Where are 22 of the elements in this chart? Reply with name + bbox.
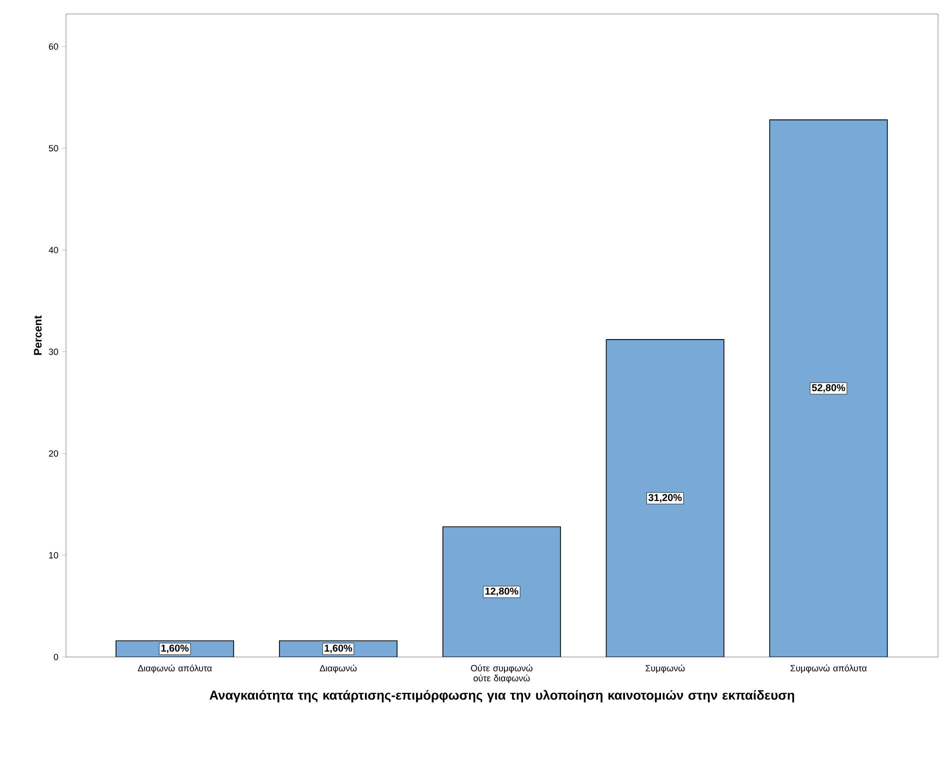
y-tick-label: 40	[48, 246, 58, 254]
data-label: 52,80%	[812, 384, 846, 393]
x-tick-label: Συμφωνώ απόλυτα	[790, 664, 867, 674]
bar	[442, 526, 561, 657]
y-tick-label: 0	[54, 654, 58, 660]
y-tick-label: 30	[48, 348, 58, 355]
y-tick-label: 10	[49, 552, 58, 558]
bar	[769, 119, 888, 657]
x-tick-label: Διαφωνώ απόλυτα	[138, 664, 212, 674]
x-tick-label: Συμφωνώ	[646, 664, 685, 674]
data-label: 31,20%	[648, 494, 682, 503]
x-tick-label: Διαφωνώ	[320, 664, 357, 674]
x-axis-title: Αναγκαιότητα της κατάρτισης-επιμόρφωσης για την υλοποίηση καινοτομιών στην εκπαίδευση	[210, 690, 794, 702]
x-tick-label: Ούτε συμφωνώ ούτε διαφωνώ	[470, 664, 532, 684]
data-label: 1,60%	[161, 644, 189, 654]
y-tick-label: 50	[48, 145, 58, 152]
y-tick-label: 20	[48, 450, 58, 457]
data-label: 1,60%	[324, 644, 352, 654]
data-label: 12,80%	[485, 588, 518, 596]
y-tick-label: 60	[48, 43, 58, 50]
bar	[606, 339, 724, 657]
y-axis-title: Percent	[34, 316, 42, 355]
